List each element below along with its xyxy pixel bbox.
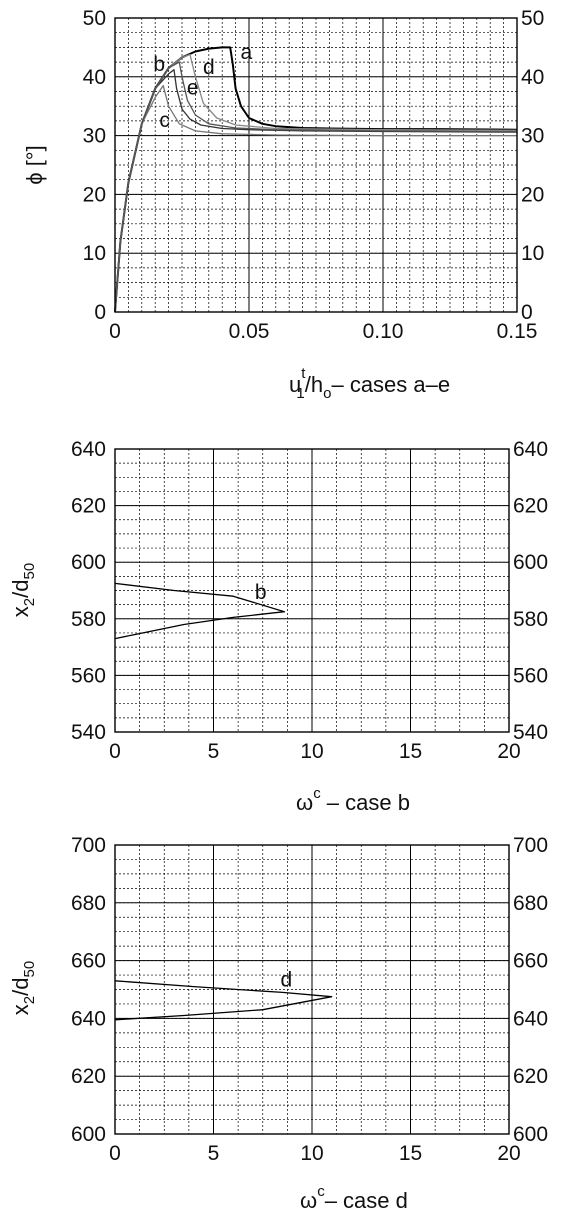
y-tick-labels-left: 540 560 580 600 620 640 — [71, 438, 106, 744]
curve-label-c: c — [159, 109, 170, 132]
x-tick-label: 0.10 — [363, 320, 404, 343]
y-axis-label: x2/d50 — [8, 961, 38, 1015]
x-tick-label: 10 — [300, 740, 323, 763]
curve-label-d: d — [203, 56, 215, 79]
plot-frame — [114, 844, 510, 1135]
x-tick-label: 0.15 — [497, 320, 538, 343]
x-tick-label: 20 — [497, 740, 520, 763]
y-tick-label-right: 30 — [521, 125, 544, 148]
x-tick-label: 0 — [109, 1142, 121, 1165]
y-tick-label-right: 620 — [513, 1065, 548, 1088]
curve-label-b: b — [255, 581, 267, 604]
x-tick-label: 5 — [208, 740, 220, 763]
x-axis-label: ut 1/ho– cases a–e — [289, 365, 450, 402]
x-axis-label: ωc– case d — [300, 1183, 408, 1213]
chart-series-group — [114, 980, 333, 1021]
curve-label-e: e — [187, 76, 199, 99]
x-tick-label: 0.05 — [229, 320, 270, 343]
x-tick-labels: 0 5 10 15 20 — [109, 1142, 521, 1165]
y-tick-label: 680 — [71, 892, 106, 915]
y-tick-label-right: 0 — [521, 301, 533, 324]
chart-panel-phi: 0 10 20 30 40 50 0 10 20 30 40 50 0 0.05 0.10 0.15 a b… — [22, 7, 544, 402]
y-tick-label: 620 — [71, 495, 106, 518]
x-tick-label: 0 — [109, 740, 121, 763]
y-tick-label-right: 50 — [521, 7, 544, 30]
y-tick-label: 50 — [83, 7, 106, 30]
y-tick-label-right: 40 — [521, 66, 544, 89]
y-tick-label-right: 600 — [513, 1123, 548, 1146]
x-tick-label: 15 — [399, 740, 422, 763]
x-tick-label: 15 — [399, 1142, 422, 1165]
y-tick-labels-right: 600 620 640 660 680 700 — [513, 834, 548, 1146]
curve-label-b: b — [153, 53, 165, 76]
y-tick-label: 600 — [71, 551, 106, 574]
y-tick-label-right: 660 — [513, 950, 548, 973]
curve-labels: b — [255, 581, 267, 604]
y-tick-label-right: 700 — [513, 834, 548, 857]
x-tick-label: 20 — [497, 1142, 520, 1165]
y-tick-label: 700 — [71, 834, 106, 857]
plot-frame — [114, 448, 510, 733]
y-tick-label: 640 — [71, 1007, 106, 1030]
y-tick-label: 660 — [71, 950, 106, 973]
y-tick-label-right: 620 — [513, 495, 548, 518]
y-tick-label: 620 — [71, 1065, 106, 1088]
y-tick-label: 20 — [83, 183, 106, 206]
y-tick-labels-right: 0 10 20 30 40 50 — [521, 7, 544, 324]
y-tick-label: 0 — [94, 301, 106, 324]
curve-label-a: a — [240, 41, 252, 64]
y-tick-label-right: 560 — [513, 664, 548, 687]
chart-series-group — [114, 582, 286, 640]
y-tick-label-right: 680 — [513, 892, 548, 915]
curve-labels: a b c de — [153, 41, 252, 132]
y-axis-label: ϕ [°] — [22, 145, 47, 184]
y-tick-label: 540 — [71, 721, 106, 744]
y-tick-label-right: 580 — [513, 608, 548, 631]
y-tick-label-right: 640 — [513, 438, 548, 461]
x-axis-label: ωc – case b — [296, 785, 410, 815]
y-axis-label: x2/d50 — [8, 563, 38, 617]
x-tick-labels: 0 5 10 15 20 — [109, 740, 521, 763]
y-tick-label-right: 600 — [513, 551, 548, 574]
y-tick-label-right: 20 — [521, 183, 544, 206]
y-tick-label: 40 — [83, 66, 106, 89]
x-tick-label: 0 — [109, 320, 121, 343]
plot-frame — [114, 17, 518, 313]
x-tick-labels: 0 0.05 0.10 0.15 — [109, 320, 537, 343]
series-line-b — [114, 582, 286, 640]
y-tick-label: 10 — [83, 242, 106, 265]
x-tick-label: 5 — [208, 1142, 220, 1165]
y-tick-label: 560 — [71, 664, 106, 687]
y-tick-label: 640 — [71, 438, 106, 461]
y-tick-label: 600 — [71, 1123, 106, 1146]
series-line-d — [114, 980, 333, 1021]
chart-series-group — [114, 46, 518, 313]
x-tick-label: 10 — [300, 1142, 323, 1165]
y-tick-label: 580 — [71, 608, 106, 631]
curve-label-d: d — [281, 969, 293, 992]
y-tick-label-right: 540 — [513, 721, 548, 744]
y-tick-labels-left: 600 620 640 660 680 700 — [71, 834, 106, 1146]
series-line-e — [114, 61, 518, 313]
y-tick-labels-left: 0 10 20 30 40 50 — [83, 7, 106, 324]
y-tick-label-right: 640 — [513, 1007, 548, 1030]
curve-labels: d — [281, 969, 293, 992]
y-tick-label: 30 — [83, 125, 106, 148]
chart-panel-case-d: 600 620 640 660 680 700 600 620 640 660 680 700 0 5… — [8, 834, 548, 1213]
y-tick-label-right: 10 — [521, 242, 544, 265]
y-tick-labels-right: 540 560 580 600 620 640 — [513, 438, 548, 744]
